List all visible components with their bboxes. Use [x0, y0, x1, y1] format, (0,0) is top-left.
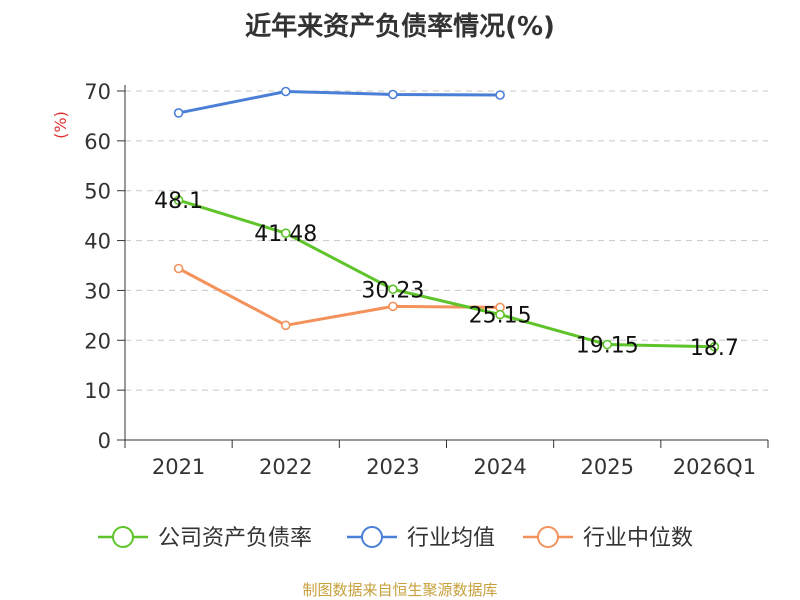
- data-point[interactable]: [495, 309, 505, 320]
- x-tick-label: 2023: [366, 455, 419, 479]
- series-line-0: [178, 198, 715, 349]
- legend-label: 行业均值: [407, 526, 495, 551]
- legend-item-0[interactable]: 公司资产负债率: [98, 526, 312, 551]
- y-tick-label: 0: [98, 429, 111, 453]
- x-tick-label: 2026Q1: [673, 455, 756, 479]
- data-point[interactable]: [388, 89, 398, 100]
- data-point[interactable]: [602, 339, 613, 350]
- y-tick-label: 50: [84, 180, 111, 204]
- y-tick-label: 10: [84, 379, 111, 403]
- series-lines: [173, 86, 720, 352]
- y-axis-label: (%): [51, 111, 70, 139]
- y-tick-label: 60: [84, 130, 111, 154]
- data-label: 18.7: [690, 336, 739, 361]
- legend-item-1[interactable]: 行业均值: [347, 526, 495, 551]
- legend-label: 行业中位数: [583, 526, 693, 551]
- data-point[interactable]: [495, 90, 505, 100]
- series-line-1: [178, 89, 501, 115]
- y-tick-label: 30: [84, 279, 111, 303]
- y-tick-label: 40: [84, 230, 111, 254]
- y-tick-label: 70: [84, 80, 111, 104]
- x-tick-label: 2021: [152, 455, 205, 479]
- legend-swatch-marker: [537, 526, 559, 548]
- data-point[interactable]: [280, 228, 291, 238]
- legend-swatch-marker: [361, 526, 383, 548]
- legend[interactable]: 公司资产负债率 行业均值 行业中位数: [98, 526, 693, 551]
- legend-swatch-marker: [112, 526, 134, 548]
- data-point[interactable]: [280, 320, 291, 331]
- y-tick-label: 20: [84, 329, 111, 353]
- data-point[interactable]: [280, 86, 291, 97]
- data-point[interactable]: [173, 108, 184, 118]
- grid-lines: [125, 90, 768, 391]
- data-point[interactable]: [709, 341, 720, 352]
- data-label: 30.23: [361, 278, 424, 303]
- chart-title: 近年来资产负债率情况(%): [245, 12, 555, 42]
- data-point[interactable]: [173, 195, 184, 205]
- x-tick-label: 2024: [473, 455, 526, 479]
- data-point[interactable]: [388, 301, 398, 312]
- x-tick-label: 2022: [259, 455, 312, 479]
- series-line-2: [177, 267, 501, 327]
- data-label: 41.48: [254, 222, 317, 247]
- data-label: 48.1: [154, 189, 203, 214]
- legend-label: 公司资产负债率: [158, 526, 312, 551]
- data-labels: 48.1 41.48 30.23 25.15 19.15 18.7: [154, 189, 739, 361]
- legend-item-2[interactable]: 行业中位数: [523, 526, 693, 551]
- data-label: 19.15: [576, 334, 639, 359]
- data-point[interactable]: [173, 263, 184, 274]
- x-tick-label: 2025: [581, 455, 634, 479]
- data-label: 25.15: [469, 304, 532, 329]
- data-point[interactable]: [388, 284, 398, 295]
- source-note: 制图数据来自恒生聚源数据库: [302, 581, 498, 599]
- axes: 0 10 20 30 40 50 60 70 2021 2022 2023 2024 2025 2026Q…: [84, 80, 769, 479]
